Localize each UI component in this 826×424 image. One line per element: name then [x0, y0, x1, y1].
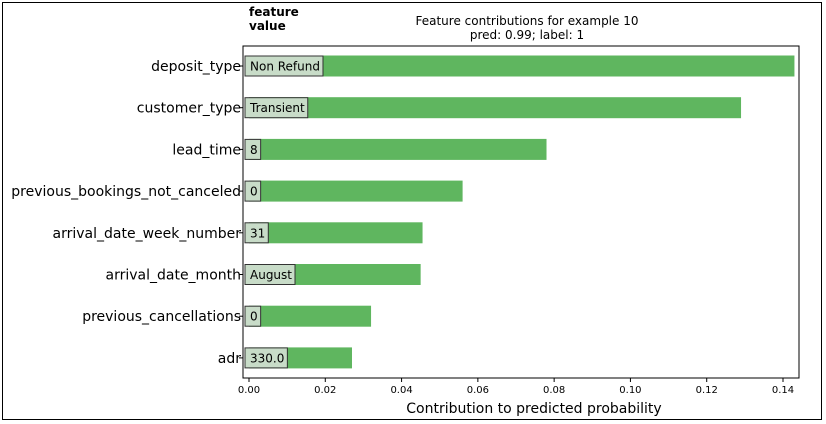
x-tick-label: 0.10: [619, 385, 641, 396]
value-label-previous_bookings_not_canceled: 0: [244, 180, 262, 202]
bar-deposit_type: [249, 55, 795, 77]
value-column-header: feature value: [249, 5, 299, 33]
value-label-text: August: [250, 268, 292, 282]
y-tick-label: lead_time: [172, 142, 241, 158]
x-tick-label: 0.00: [238, 385, 260, 396]
value-label-box: [244, 55, 324, 77]
value-label-customer_type: Transient: [244, 97, 309, 119]
value-label-box: [244, 347, 288, 369]
value-label-deposit_type: Non Refund: [244, 55, 324, 77]
x-tick-label: 0.08: [543, 385, 565, 396]
value-label-text: Non Refund: [250, 60, 320, 74]
value-label-text: 8: [250, 143, 258, 157]
x-tick-label: 0.02: [314, 385, 336, 396]
value-label-text: 330.0: [250, 351, 284, 365]
bar-previous_bookings_not_canceled: [249, 180, 463, 202]
value-header-line: value: [249, 19, 286, 33]
value-label-box: [244, 222, 269, 244]
x-tick-label: 0.14: [772, 385, 794, 396]
chart-title: Feature contributions for example 10: [415, 14, 638, 28]
value-label-box: [244, 138, 262, 160]
y-tick-label: adr: [218, 351, 241, 367]
bar-customer_type: [249, 97, 742, 119]
value-label-text: 0: [250, 310, 258, 324]
plot-area: [242, 45, 800, 379]
value-label-previous_cancellations: 0: [244, 305, 262, 327]
value-label-text: 31: [250, 226, 265, 240]
bar-arrival_date_week_number: [249, 222, 423, 244]
y-tick-label: previous_bookings_not_canceled: [11, 184, 241, 200]
value-label-lead_time: 8: [244, 138, 262, 160]
bar-lead_time: [249, 138, 547, 160]
value-label-box: [244, 97, 309, 119]
chart-subtitle: pred: 0.99; label: 1: [470, 28, 584, 42]
bar-previous_cancellations: [249, 305, 372, 327]
y-tick-label: previous_cancellations: [82, 309, 241, 325]
value-header-line: feature: [249, 5, 299, 19]
value-label-text: 0: [250, 185, 258, 199]
x-tick-label: 0.04: [390, 385, 412, 396]
x-tick-label: 0.12: [696, 385, 718, 396]
value-label-box: [244, 180, 262, 202]
value-label-arrival_date_week_number: 31: [244, 222, 269, 244]
value-label-box: [244, 264, 296, 285]
value-label-box: [244, 305, 262, 327]
value-label-text: Transient: [249, 101, 305, 115]
x-tick-label: 0.06: [467, 385, 489, 396]
value-label-adr: 330.0: [244, 347, 288, 369]
y-tick-label: arrival_date_month: [106, 268, 242, 284]
y-tick-label: deposit_type: [151, 59, 241, 75]
value-label-arrival_date_month: August: [244, 264, 296, 285]
y-tick-label: customer_type: [137, 101, 241, 117]
y-tick-label: arrival_date_week_number: [53, 226, 242, 242]
x-axis-label: Contribution to predicted probability: [406, 401, 661, 417]
